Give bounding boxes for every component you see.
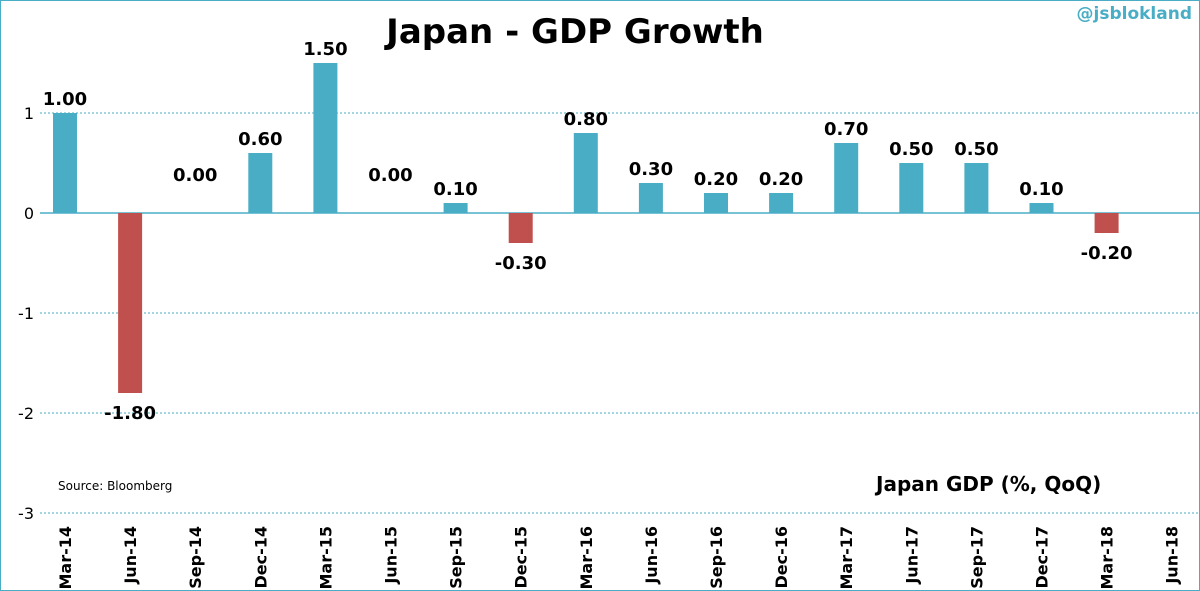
- x-tick-label: Sep-14: [186, 526, 205, 589]
- bar: [704, 193, 728, 213]
- x-tick-label: Jun-17: [902, 526, 921, 585]
- data-label: 0.10: [1019, 179, 1063, 200]
- data-label: 0.60: [238, 129, 282, 150]
- data-label: 0.20: [759, 169, 803, 190]
- data-label: 0.70: [824, 119, 868, 140]
- bar: [248, 153, 273, 213]
- x-tick-label: Dec-17: [1033, 526, 1052, 589]
- bar: [53, 113, 77, 213]
- x-tick-label: Sep-17: [967, 526, 986, 589]
- bar: [769, 193, 794, 213]
- data-label: 0.00: [368, 165, 412, 186]
- data-label: 0.00: [173, 165, 217, 186]
- source-note: Source: Bloomberg: [58, 479, 173, 493]
- bar: [313, 63, 338, 213]
- bar: [1029, 203, 1054, 213]
- watermark-handle: @jsblokland: [1076, 4, 1193, 24]
- x-tick-label: Jun-14: [121, 526, 140, 585]
- y-tick-label: -2: [18, 404, 34, 423]
- legend-label: Japan GDP (%, QoQ): [876, 472, 1102, 496]
- x-tick-label: Jun-18: [1163, 526, 1182, 585]
- bar: [638, 183, 663, 213]
- data-label: 1.00: [43, 89, 87, 110]
- data-label: -0.30: [495, 253, 547, 274]
- y-tick-label: 1: [24, 104, 34, 123]
- y-tick-label: -3: [18, 504, 34, 523]
- x-tick-label: Dec-15: [512, 526, 531, 589]
- x-tick-label: Jun-15: [382, 526, 401, 585]
- data-label: -0.20: [1081, 243, 1133, 264]
- data-label: 0.30: [629, 159, 673, 180]
- chart-title: Japan - GDP Growth: [386, 12, 764, 52]
- x-tick-label: Mar-15: [316, 526, 335, 590]
- bar: [118, 213, 143, 393]
- x-tick-label: Jun-16: [642, 526, 661, 585]
- x-tick-label: Sep-15: [447, 526, 466, 589]
- x-tick-label: Mar-16: [577, 526, 596, 590]
- y-tick-label: 0: [24, 204, 34, 223]
- x-tick-label: Sep-16: [707, 526, 726, 589]
- x-tick-label: Mar-18: [1098, 526, 1117, 590]
- data-label: 0.10: [433, 179, 477, 200]
- bar: [508, 213, 533, 243]
- x-tick-label: Mar-17: [837, 526, 856, 590]
- bar: [834, 143, 859, 213]
- data-label: 0.20: [694, 169, 738, 190]
- bar: [443, 203, 468, 213]
- data-label: 1.50: [303, 39, 347, 60]
- x-tick-label: Dec-16: [772, 526, 791, 589]
- data-label: -1.80: [104, 403, 156, 424]
- bar: [1094, 213, 1119, 233]
- data-label: 0.80: [564, 109, 608, 130]
- x-tick-label: Dec-14: [251, 526, 270, 589]
- y-tick-label: -1: [18, 304, 34, 323]
- data-label: 0.50: [954, 139, 998, 160]
- bar: [964, 163, 989, 213]
- x-tick-label: Mar-14: [56, 526, 75, 590]
- bar: [573, 133, 598, 213]
- bar: [899, 163, 924, 213]
- data-label: 0.50: [889, 139, 933, 160]
